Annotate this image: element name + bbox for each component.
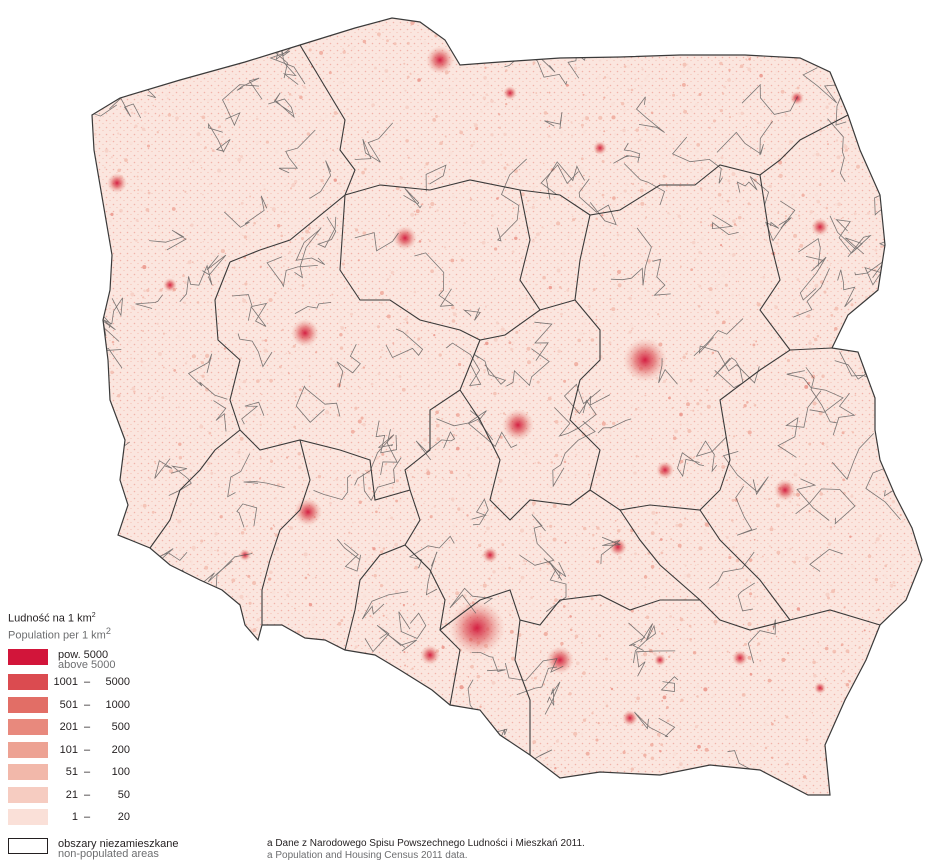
legend-item-above-5000: pow. 5000 above 5000 — [8, 647, 248, 672]
legend-swatch-empty — [8, 838, 48, 854]
legend-range: 51–100 — [65, 766, 130, 779]
legend-swatch — [8, 649, 48, 666]
legend-title: Ludność na 1 km2 — [8, 612, 96, 625]
legend-subtitle: Population per 1 km2 — [8, 625, 111, 642]
legend-label-pl: obszary niezamieszkane — [58, 838, 179, 850]
map-legend: Ludność na 1 km2 Population per 1 km2 po… — [8, 610, 248, 827]
legend-range: 101–200 — [59, 743, 130, 756]
legend-item-1001-5000: 1001–5000 — [8, 672, 248, 692]
legend-swatch — [8, 673, 48, 690]
source-note-en: a Population and Housing Census 2011 dat… — [267, 850, 468, 861]
legend-label-en: non-populated areas — [58, 848, 159, 860]
legend-item-51-100: 51–100 — [8, 762, 248, 782]
source-note: a Dane z Narodowego Spisu Powszechnego L… — [267, 838, 585, 862]
legend-swatch — [8, 764, 48, 781]
voivodeship-borders — [149, 44, 881, 755]
legend-item-1-20: 1–20 — [8, 807, 248, 827]
legend-swatch — [8, 786, 48, 803]
legend-label-pl: pow. 5000 — [58, 649, 109, 662]
legend-item-501-1000: 501–1000 — [8, 695, 248, 715]
legend-swatch — [8, 741, 48, 758]
legend-label-en: above 5000 — [58, 659, 116, 672]
legend-range: 1–20 — [71, 811, 130, 824]
legend-swatch — [8, 696, 48, 713]
legend-item-non-populated: obszary niezamieszkane non-populated are… — [8, 836, 248, 862]
legend-item-201-500: 201–500 — [8, 717, 248, 737]
legend-item-101-200: 101–200 — [8, 740, 248, 760]
legend-range: 501–1000 — [59, 698, 130, 711]
urban-centres — [107, 46, 829, 726]
source-note-pl: a Dane z Narodowego Spisu Powszechnego L… — [267, 838, 585, 849]
country-border — [91, 17, 923, 796]
legend-range: 1001–5000 — [53, 675, 130, 688]
legend-swatch — [8, 809, 48, 826]
legend-item-21-50: 21–50 — [8, 785, 248, 805]
legend-swatch — [8, 719, 48, 736]
legend-range: 21–50 — [65, 788, 130, 801]
legend-range: 201–500 — [59, 721, 130, 734]
